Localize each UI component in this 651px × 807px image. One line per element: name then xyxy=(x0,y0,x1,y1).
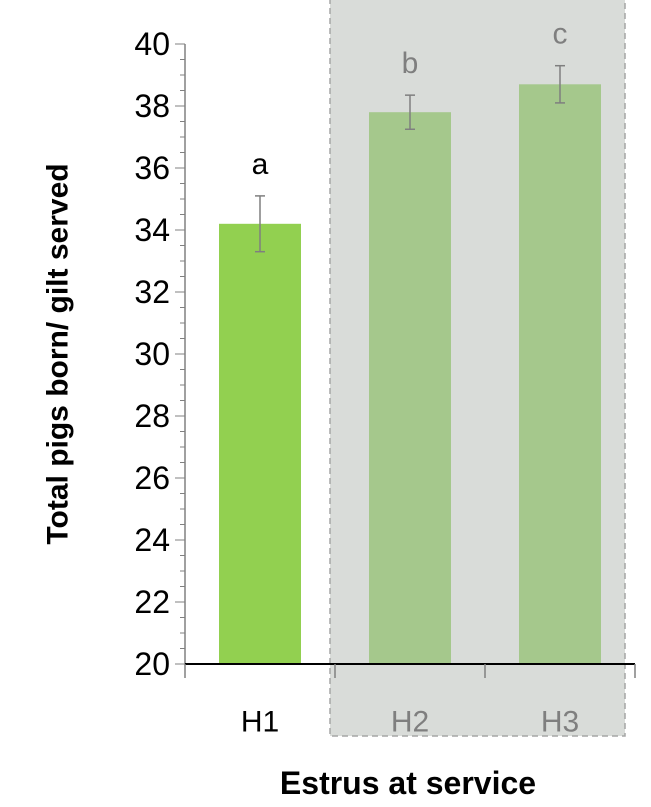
y-tick-label: 24 xyxy=(134,522,170,558)
bar xyxy=(369,112,451,664)
y-tick-label: 22 xyxy=(134,584,170,620)
y-tick-label: 38 xyxy=(134,88,170,124)
y-tick-label: 34 xyxy=(134,212,170,248)
y-tick-label: 20 xyxy=(134,646,170,682)
significance-letter: c xyxy=(553,18,568,51)
bar xyxy=(219,223,301,665)
y-tick-label: 26 xyxy=(134,460,170,496)
y-tick-label: 40 xyxy=(134,26,170,62)
y-tick-label: 28 xyxy=(134,398,170,434)
bars: a b c xyxy=(219,18,601,665)
x-axis-title: Estrus at service xyxy=(280,765,536,801)
x-tick-label: H1 xyxy=(241,706,279,739)
y-axis-ticks: 20 22 24 26 28 30 32 34 36 38 40 xyxy=(134,26,185,682)
y-axis-title: Total pigs born/ gilt served xyxy=(42,163,75,544)
x-tick-label: H2 xyxy=(391,706,429,739)
y-tick-label: 36 xyxy=(134,150,170,186)
y-tick-label: 32 xyxy=(134,274,170,310)
x-axis-ticks: H1 H2 H3 xyxy=(184,664,636,739)
significance-letter: b xyxy=(402,47,419,80)
significance-letter: a xyxy=(252,148,269,181)
bar xyxy=(519,84,601,665)
y-tick-label: 30 xyxy=(134,336,170,372)
x-tick-label: H3 xyxy=(541,706,579,739)
